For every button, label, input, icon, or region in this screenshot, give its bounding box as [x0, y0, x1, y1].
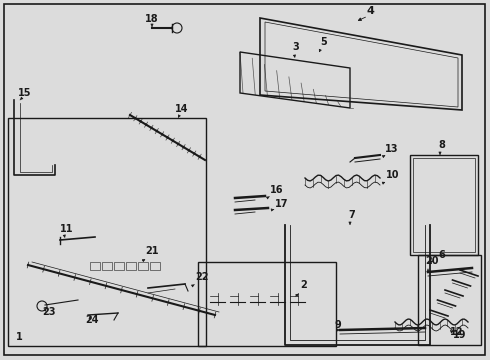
Text: 14: 14	[175, 104, 189, 114]
Text: 18: 18	[145, 14, 159, 24]
Text: 23: 23	[42, 307, 55, 317]
Bar	[102, 262, 112, 270]
Text: 20: 20	[425, 256, 439, 266]
Bar	[198, 262, 336, 346]
Text: 24: 24	[85, 315, 98, 325]
Text: 10: 10	[386, 170, 399, 180]
Text: 9: 9	[334, 320, 341, 330]
Bar	[126, 262, 136, 270]
Bar	[114, 262, 124, 270]
Text: 17: 17	[275, 199, 289, 209]
Text: 5: 5	[320, 37, 327, 47]
Bar	[90, 262, 100, 270]
Text: 13: 13	[385, 144, 398, 154]
Text: 12: 12	[450, 327, 464, 337]
Text: 4: 4	[366, 6, 374, 16]
Text: 2: 2	[300, 280, 307, 290]
Text: 8: 8	[438, 140, 445, 150]
Text: 6: 6	[438, 250, 445, 260]
Bar	[138, 262, 148, 270]
Text: 3: 3	[292, 42, 299, 52]
Text: 15: 15	[18, 88, 31, 98]
Text: 22: 22	[195, 272, 209, 282]
Bar	[8, 118, 206, 346]
Bar	[418, 255, 481, 345]
Bar	[150, 262, 160, 270]
Text: 7: 7	[348, 210, 355, 220]
Text: 11: 11	[60, 224, 74, 234]
Bar	[410, 155, 478, 255]
Text: 16: 16	[270, 185, 284, 195]
Text: 1: 1	[16, 332, 23, 342]
Text: 19: 19	[453, 330, 466, 340]
Text: 21: 21	[145, 246, 158, 256]
Bar	[413, 158, 475, 252]
